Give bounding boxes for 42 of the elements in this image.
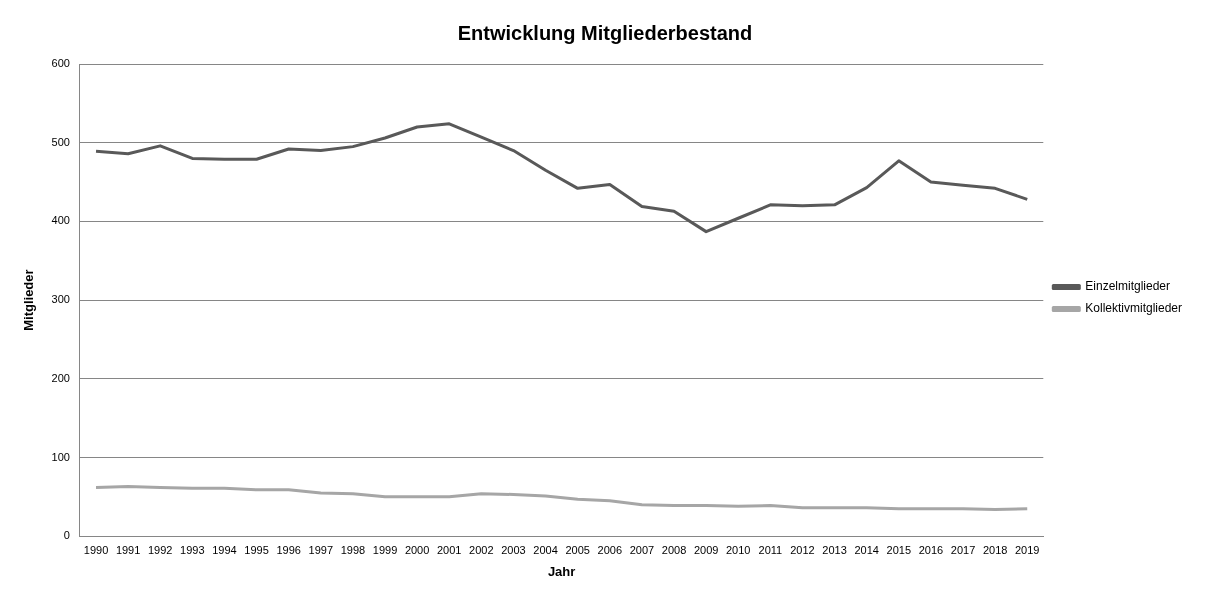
x-tick-label: 2003	[501, 543, 526, 556]
y-tick-label: 300	[51, 293, 70, 306]
x-tick-label: 1994	[212, 543, 237, 556]
x-tick-label: 1990	[83, 543, 109, 556]
x-tick-label: 2010	[726, 543, 751, 556]
x-tick-label: 1999	[372, 543, 398, 556]
x-tick-label: 1997	[308, 543, 334, 556]
x-tick-label: 1992	[147, 543, 173, 556]
x-tick-label: 2006	[597, 543, 623, 556]
x-tick-label: 1996	[276, 543, 301, 556]
x-tick-label: 2014	[854, 543, 879, 556]
x-tick-label: 2004	[533, 543, 558, 556]
x-tick-label: 2001	[436, 543, 462, 556]
y-tick-label: 500	[51, 135, 70, 148]
legend-label: Einzelmitglieder	[1085, 279, 1170, 294]
x-tick-label: 2012	[790, 543, 815, 556]
x-tick-label: 1998	[340, 543, 366, 556]
x-tick-label: 2018	[982, 543, 1008, 556]
legend-label: Kollektivmitglieder	[1085, 301, 1182, 316]
chart-title: Entwicklung Mitgliederbestand	[457, 21, 753, 44]
y-tick-label: 400	[51, 214, 70, 227]
x-tick-label: 2019	[1015, 543, 1040, 556]
x-tick-label: 2007	[629, 543, 655, 556]
x-tick-label: 2011	[758, 543, 783, 556]
x-tick-label: 2005	[565, 543, 590, 556]
x-tick-label: 2009	[693, 543, 719, 556]
x-axis-title: Jahr	[547, 563, 576, 579]
x-tick-label: 2002	[469, 543, 494, 556]
y-tick-label: 200	[51, 371, 70, 384]
y-axis-title: Mitglieder	[21, 269, 37, 331]
y-tick-label: 600	[51, 57, 70, 70]
x-tick-label: 2017	[950, 543, 976, 556]
x-tick-label: 1993	[180, 543, 205, 556]
x-tick-label: 2008	[661, 543, 687, 556]
x-tick-label: 2013	[822, 543, 847, 556]
x-tick-label: 1995	[244, 543, 269, 556]
x-tick-label: 2016	[918, 543, 944, 556]
y-tick-label: 0	[63, 529, 70, 542]
x-tick-label: 1991	[115, 543, 141, 556]
y-tick-label: 100	[51, 450, 70, 463]
x-tick-label: 2015	[886, 543, 912, 556]
x-tick-label: 2000	[404, 543, 430, 556]
